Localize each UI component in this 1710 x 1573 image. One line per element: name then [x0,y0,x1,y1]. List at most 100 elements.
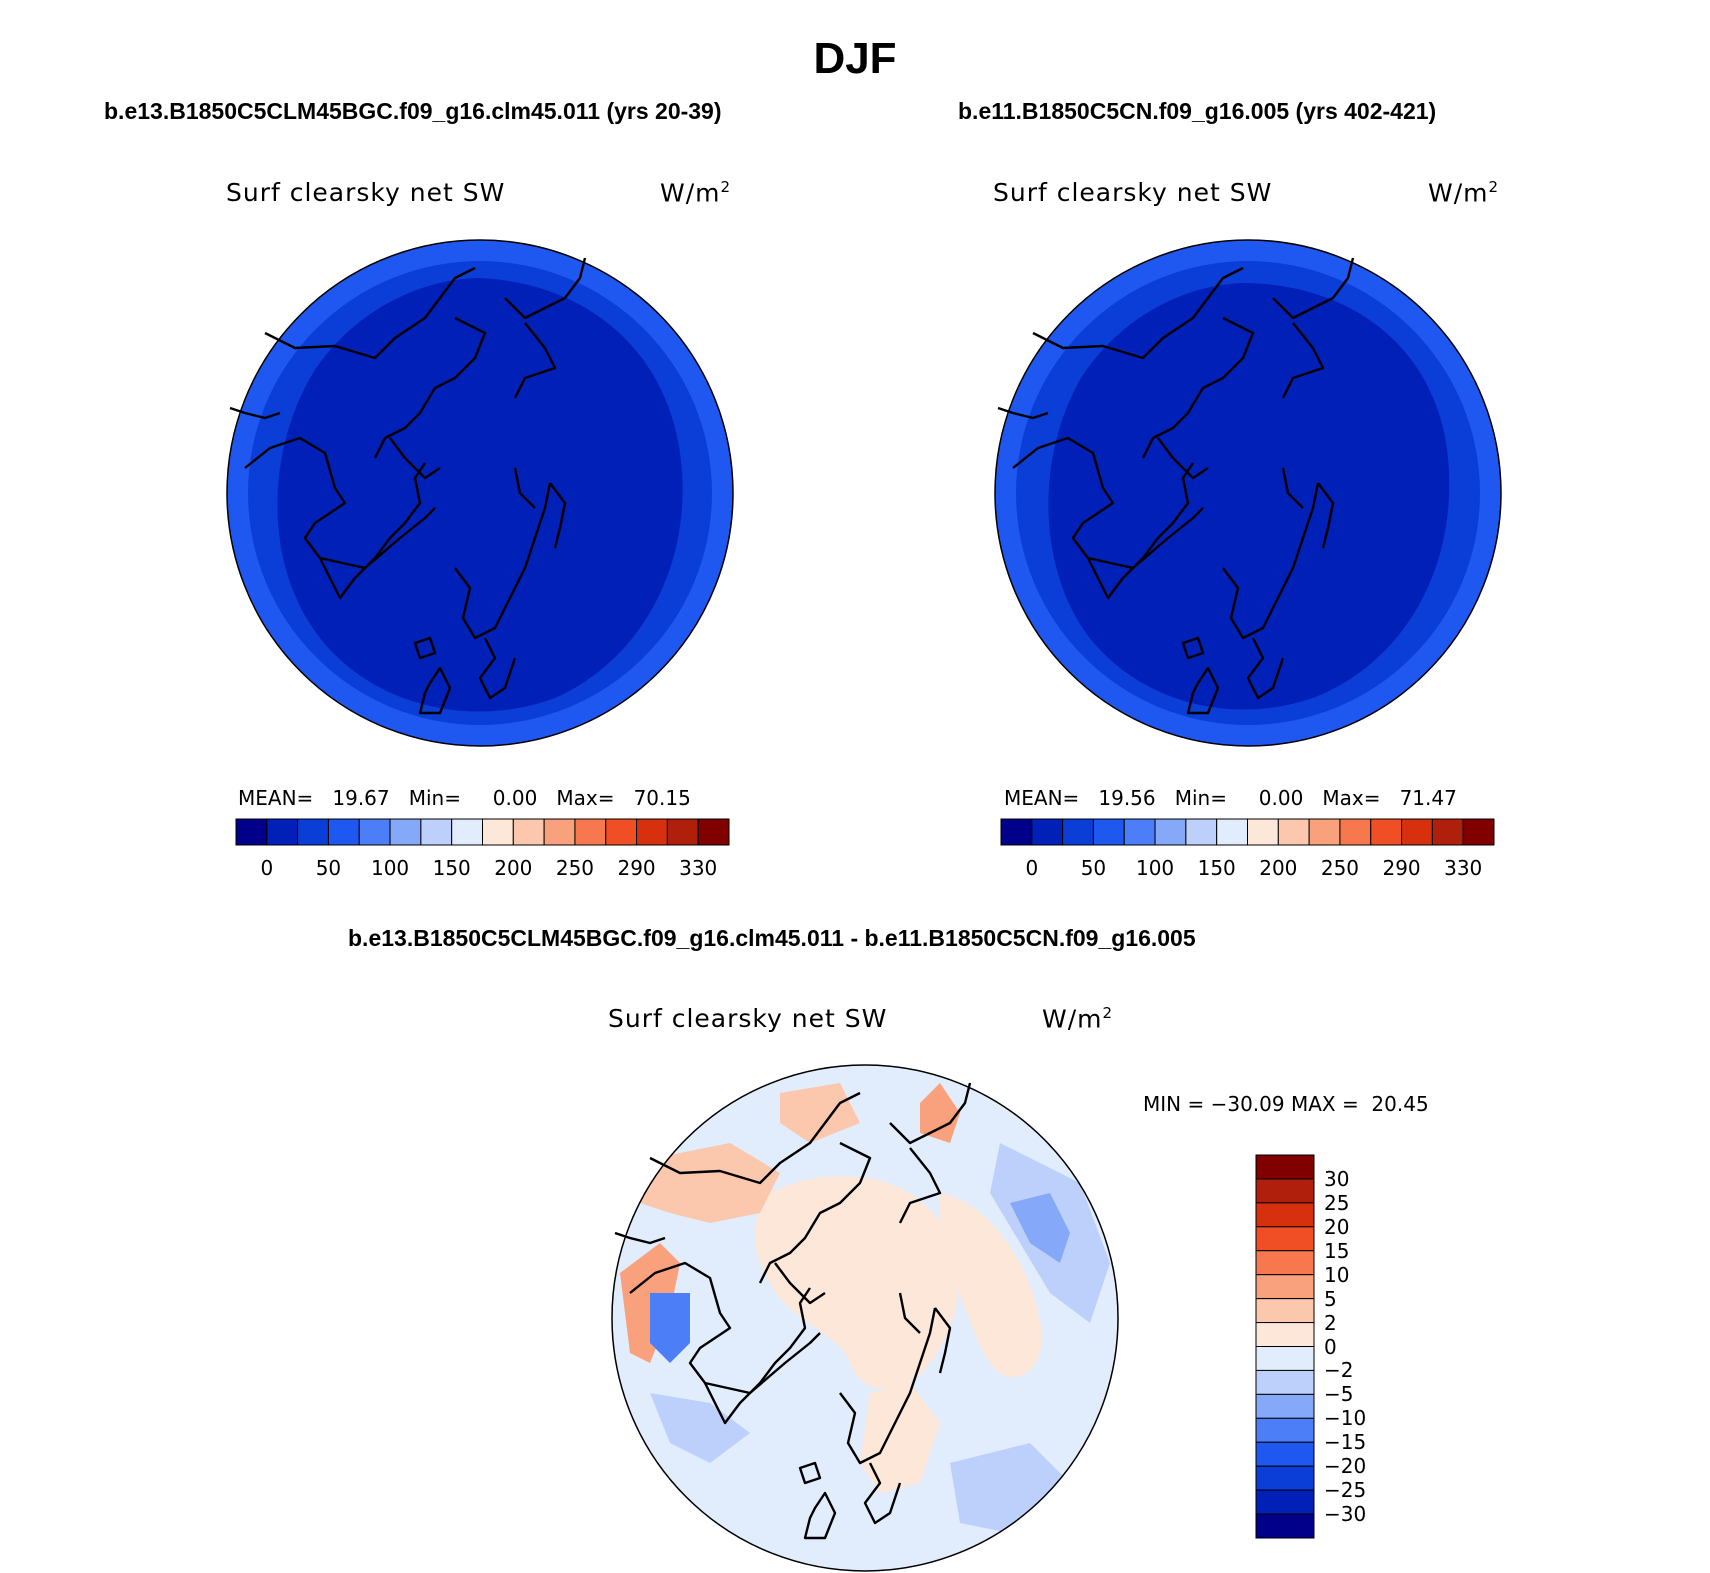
colorbar-tick-label: 330 [1444,856,1483,880]
panel2-polar-map [994,239,1502,747]
colorbar-tick-label: 200 [494,856,533,880]
diff-colorbar-ticks: 30 25 20 15 10 5 2 0 −2 −5 −10 −15 −20 −25 −30 [1324,1155,1404,1538]
colorbar-tick-label: −10 [1324,1406,1367,1431]
colorbar-box [266,818,299,846]
colorbar-box [389,818,422,846]
diff-case-title: b.e13.B1850C5CLM45BGC.f09_g16.clm45.011 … [348,925,1196,951]
colorbar-tick-label: 250 [1320,856,1360,880]
panel2-case-title: b.e11.B1850C5CN.f09_g16.005 (yrs 402-421… [958,98,1437,124]
panel2-units-label: W/m2 [1428,178,1500,208]
colorbar-box [482,818,514,846]
colorbar-tick-label: −15 [1324,1430,1367,1455]
colorbar-box [1123,818,1156,846]
colorbar-tick-label: 290 [617,856,656,880]
colorbar-box [420,818,453,846]
colorbar-box [636,818,668,846]
colorbar-box [235,818,268,846]
colorbar-box [1255,1441,1315,1467]
colorbar-box [1255,1322,1315,1347]
colorbar-box [1255,1178,1315,1204]
colorbar-box [512,818,545,846]
colorbar-box [1462,818,1495,846]
colorbar-box [1216,818,1248,846]
colorbar-box [1255,1274,1315,1300]
colorbar-box [1031,818,1064,846]
colorbar-tick-label: −25 [1324,1478,1367,1503]
colorbar-box [358,818,391,846]
panel1-case-title: b.e13.B1850C5CLM45BGC.f09_g16.clm45.011 … [104,98,722,124]
colorbar-box [574,818,607,846]
panel2-variable-label: Surf clearsky net SW [993,178,1273,207]
colorbar-box [543,818,576,846]
colorbar-box [1255,1465,1315,1491]
colorbar-box [1401,818,1433,846]
colorbar-box [451,818,483,846]
panel1-variable-label: Surf clearsky net SW [226,178,506,207]
colorbar-box [1255,1226,1315,1252]
colorbar-tick-label: 10 [1324,1262,1350,1287]
colorbar-tick-label: 25 [1324,1190,1350,1215]
colorbar-box [1255,1417,1315,1443]
colorbar-box [1339,818,1372,846]
colorbar-tick-label: 20 [1324,1214,1350,1239]
colorbar-box [1431,818,1464,846]
diff-variable-label: Surf clearsky net SW [608,1004,888,1033]
colorbar-tick-label: 15 [1324,1238,1350,1263]
colorbar-tick-label: 200 [1259,856,1298,880]
diff-units-label: W/m2 [1042,1004,1114,1034]
colorbar-box [605,818,638,846]
colorbar-tick-label: 0 [1025,856,1039,880]
colorbar-box [666,818,699,846]
colorbar-tick-label: 0 [260,856,274,880]
colorbar-box [1185,818,1218,846]
colorbar-box [327,818,360,846]
colorbar-tick-label: 2 [1324,1310,1337,1335]
diff-colorbar [1255,1154,1315,1539]
panel2-colorbar-ticks: 0 50 100 150 200 250 290 330 [1001,856,1494,880]
diff-minmax: MIN = −30.09 MAX = 20.45 [1143,1092,1429,1116]
colorbar-box [1092,818,1125,846]
colorbar-tick-label: 100 [370,856,410,880]
colorbar-box [1255,1202,1315,1228]
colorbar-box [1000,818,1033,846]
colorbar-box [1255,1513,1315,1539]
colorbar-box [1255,1489,1315,1515]
diff-polar-map [611,1064,1119,1572]
colorbar-tick-label: 290 [1382,856,1421,880]
colorbar-box [1255,1346,1315,1371]
panel2-colorbar [1000,818,1495,846]
panel1-polar-map [226,239,734,747]
colorbar-box [697,818,730,846]
panel1-colorbar-ticks: 0 50 100 150 200 250 290 330 [236,856,729,880]
colorbar-box [1154,818,1187,846]
colorbar-tick-label: −30 [1324,1502,1367,1527]
colorbar-tick-label: 0 [1324,1334,1337,1359]
colorbar-tick-label: −2 [1324,1358,1354,1383]
colorbar-box [1247,818,1279,846]
colorbar-tick-label: 50 [1080,856,1107,880]
panel1-stats: MEAN= 19.67 Min= 0.00 Max= 70.15 [238,786,691,810]
colorbar-box [1255,1393,1315,1419]
colorbar-tick-label: −5 [1324,1382,1354,1407]
colorbar-tick-label: −20 [1324,1454,1367,1479]
colorbar-tick-label: 150 [432,856,471,880]
panel1-units-label: W/m2 [660,178,732,208]
colorbar-tick-label: 330 [679,856,718,880]
colorbar-tick-label: 150 [1197,856,1236,880]
colorbar-box [1255,1369,1315,1395]
figure-title: DJF [813,34,897,83]
colorbar-tick-label: 30 [1324,1166,1350,1191]
colorbar-tick-label: 250 [555,856,595,880]
colorbar-box [1255,1154,1315,1180]
colorbar-tick-label: 5 [1324,1286,1337,1311]
colorbar-box [1255,1250,1315,1276]
colorbar-box [1062,818,1094,846]
colorbar-box [1277,818,1310,846]
colorbar-box [1255,1298,1315,1324]
panel1-colorbar [235,818,730,846]
panel2-stats: MEAN= 19.56 Min= 0.00 Max= 71.47 [1004,786,1457,810]
colorbar-box [297,818,329,846]
colorbar-tick-label: 100 [1135,856,1175,880]
colorbar-box [1308,818,1341,846]
colorbar-tick-label: 50 [315,856,342,880]
